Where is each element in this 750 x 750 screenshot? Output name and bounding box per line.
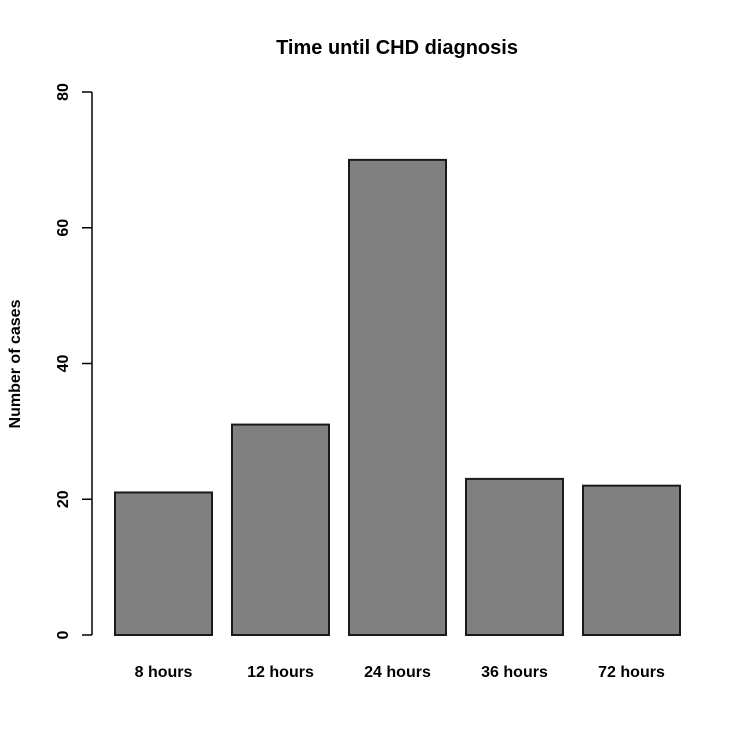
x-tick-label: 24 hours <box>364 664 431 681</box>
bar-12-hours <box>231 423 330 636</box>
x-tick-label: 12 hours <box>247 664 314 681</box>
bars-group <box>114 158 681 637</box>
x-category-labels: 8 hours 12 hours 24 hours 36 hours 72 hours <box>135 664 665 681</box>
y-axis: 0 20 40 60 80 <box>55 83 93 639</box>
y-tick-label: 20 <box>55 490 72 508</box>
y-axis-label: Number of cases <box>7 299 24 428</box>
bar-24-hours <box>348 158 447 636</box>
y-tick-label: 0 <box>55 630 72 639</box>
bar-8-hours <box>114 491 213 636</box>
x-tick-label: 72 hours <box>598 664 665 681</box>
x-tick-label: 8 hours <box>135 664 193 681</box>
y-tick-label: 60 <box>55 219 72 237</box>
chart-title: Time until CHD diagnosis <box>276 37 518 59</box>
x-tick-label: 36 hours <box>481 664 548 681</box>
bar-36-hours <box>465 477 564 637</box>
y-tick-label: 40 <box>55 355 72 373</box>
bar-72-hours <box>582 484 681 636</box>
y-tick-label: 80 <box>55 83 72 101</box>
